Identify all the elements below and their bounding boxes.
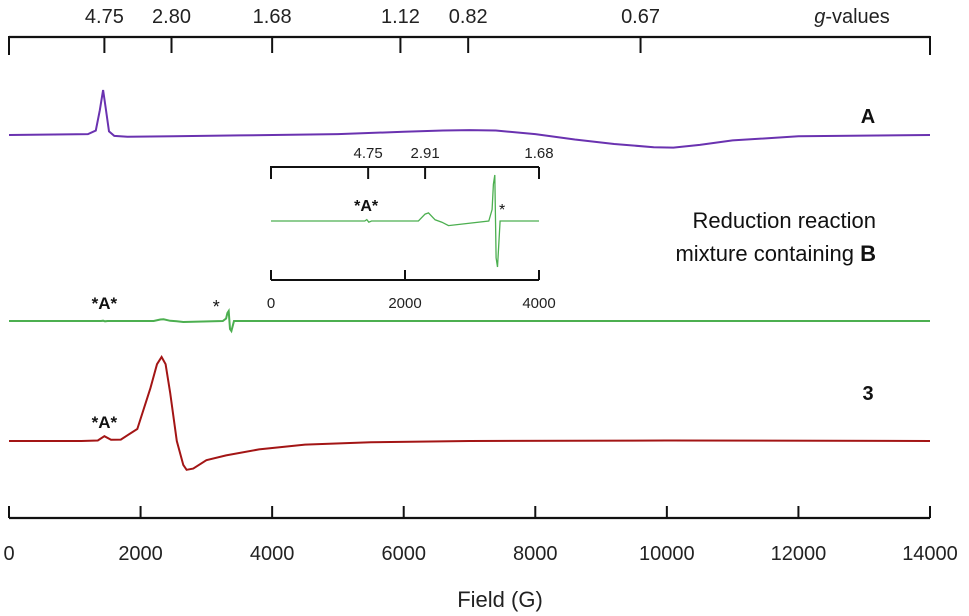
inset-field-tick-label: 0 bbox=[267, 295, 275, 312]
peak-annotation: *A* bbox=[92, 413, 118, 432]
g-axis-tick-label: 4.75 bbox=[85, 6, 124, 28]
field-axis-tick-label: 2000 bbox=[118, 543, 163, 565]
series-label-b-line2: mixture containing B bbox=[675, 241, 876, 266]
series-label-a: A bbox=[861, 106, 875, 128]
x-axis-title: Field (G) bbox=[457, 587, 543, 612]
spectra-layer bbox=[8, 89, 931, 471]
spectrum-line bbox=[8, 89, 931, 149]
g-axis-tick-label: 0.82 bbox=[449, 6, 488, 28]
field-axis-tick-label: 0 bbox=[3, 543, 14, 565]
inset-g-tick-label: 4.75 bbox=[354, 145, 383, 162]
peak-annotation: * bbox=[213, 297, 220, 317]
spectrum-line bbox=[9, 355, 931, 471]
field-axis: 0 2000 4000 6000 8000 10000 12000 14000 bbox=[3, 506, 958, 565]
inset-field-tick-label: 4000 bbox=[522, 295, 555, 312]
field-axis-tick-label: 6000 bbox=[381, 543, 426, 565]
inset-spectrum-line bbox=[271, 174, 539, 268]
series-labels: *A* * *A* A 3 Reduction reaction mixture conta… bbox=[92, 106, 876, 432]
g-axis-tick-label: 1.68 bbox=[253, 6, 292, 28]
peak-annotation: *A* bbox=[92, 294, 118, 313]
inset-field-tick-label: 2000 bbox=[388, 295, 421, 312]
g-axis-tick-label: 2.80 bbox=[152, 6, 191, 28]
field-axis-tick-label: 10000 bbox=[639, 543, 695, 565]
g-axis-tick-label: 0.67 bbox=[621, 6, 660, 28]
inset-peak-annotation: *A* bbox=[354, 198, 379, 215]
field-axis-tick-label: 8000 bbox=[513, 543, 558, 565]
g-axis-tick-label: 1.12 bbox=[381, 6, 420, 28]
g-axis-title: g-values bbox=[814, 6, 890, 28]
field-axis-tick-label: 4000 bbox=[250, 543, 295, 565]
inset-peak-annotation: * bbox=[499, 202, 505, 219]
field-axis-tick-label: 14000 bbox=[902, 543, 958, 565]
series-label-3: 3 bbox=[862, 383, 873, 405]
series-label-b-line1: Reduction reaction bbox=[693, 208, 876, 233]
spectrum-line bbox=[9, 307, 930, 334]
field-axis-tick-label: 12000 bbox=[771, 543, 827, 565]
inset-g-tick-label: 1.68 bbox=[524, 145, 553, 162]
inset-panel: 4.75 2.91 1.68 0 2000 4000 *A* * bbox=[267, 145, 556, 312]
inset-g-tick-label: 2.91 bbox=[410, 145, 439, 162]
g-value-axis: 4.75 2.80 1.68 1.12 0.82 0.67 g-values bbox=[8, 6, 931, 55]
